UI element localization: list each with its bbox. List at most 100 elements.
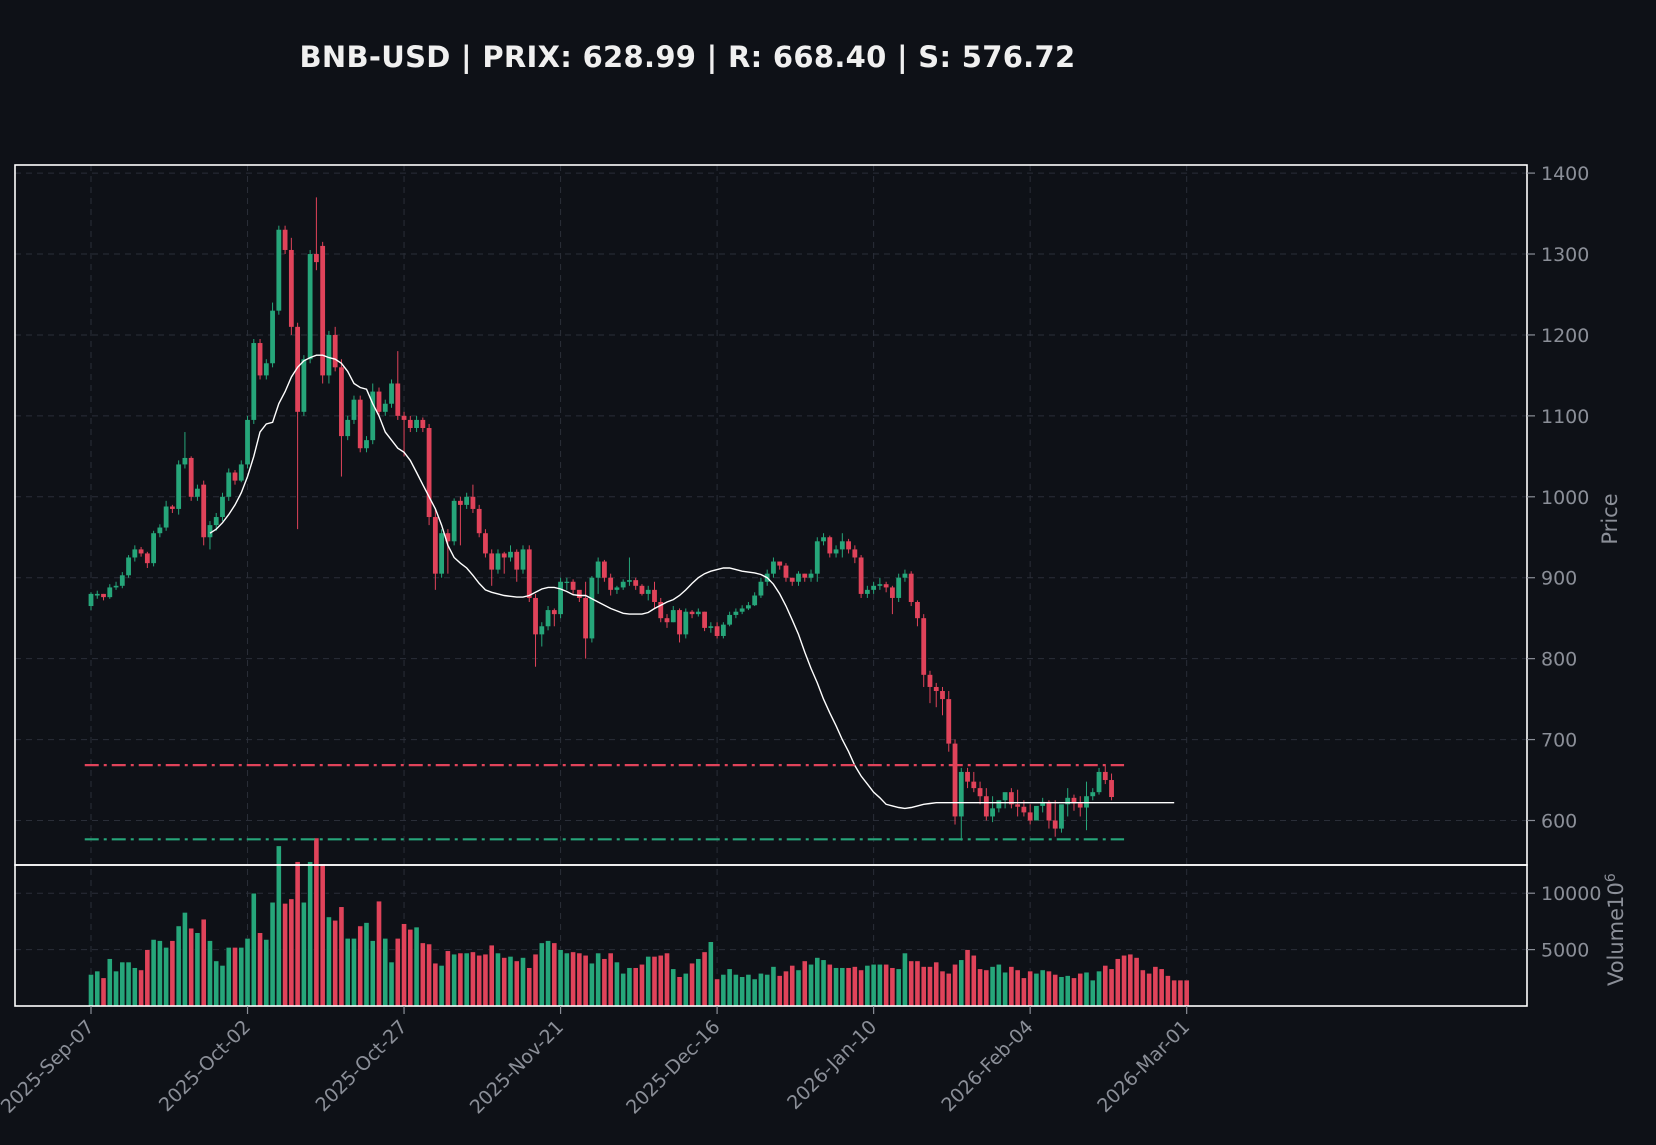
volume-bar bbox=[244, 938, 251, 1007]
candle-body bbox=[144, 553, 150, 564]
date-tick-label: 2025-Oct-02 bbox=[155, 1016, 255, 1116]
volume-bar bbox=[1052, 974, 1059, 1007]
volume-bar bbox=[670, 968, 677, 1007]
candle-body bbox=[526, 549, 532, 598]
volume-bar bbox=[651, 956, 658, 1007]
volume-bar bbox=[376, 900, 382, 1007]
candle-body bbox=[426, 428, 432, 518]
candle-body bbox=[727, 614, 733, 625]
candle-body bbox=[495, 553, 501, 570]
candle-body bbox=[996, 800, 1002, 809]
candle-body bbox=[1034, 805, 1039, 821]
volume-bar bbox=[1171, 979, 1178, 1007]
volume-bar bbox=[225, 947, 232, 1007]
candle-body bbox=[182, 457, 188, 465]
candle-body bbox=[414, 419, 419, 429]
volume-bar bbox=[789, 965, 796, 1007]
volume-bar bbox=[770, 966, 777, 1007]
candle-body bbox=[1109, 780, 1114, 798]
candle-body bbox=[858, 557, 864, 594]
candle-body bbox=[952, 743, 958, 817]
price-axis: 600 700 800 900 1000 1100 1200 1300 1400 bbox=[1527, 163, 1589, 832]
date-tick-label: 2025-Oct-27 bbox=[311, 1016, 411, 1116]
volume-bar bbox=[401, 923, 407, 1007]
volume-bar bbox=[1146, 972, 1153, 1007]
volume-bar bbox=[463, 952, 470, 1007]
volume-bar bbox=[476, 954, 483, 1007]
candle-body bbox=[658, 601, 664, 619]
volume-bar bbox=[714, 978, 720, 1007]
candle-body bbox=[245, 419, 250, 465]
candle-body bbox=[965, 771, 970, 782]
volume-bar bbox=[250, 892, 257, 1007]
volume-bar bbox=[313, 837, 320, 1007]
volume-bar bbox=[495, 952, 501, 1007]
price-tick-label: 1000 bbox=[1541, 487, 1589, 509]
volume-bar bbox=[851, 966, 858, 1007]
volume-bar bbox=[902, 952, 908, 1007]
chart-title: BNB-USD | PRIX: 628.99 | R: 668.40 | S: … bbox=[299, 40, 1076, 74]
candle-body bbox=[1065, 797, 1071, 805]
candle-body bbox=[783, 565, 789, 578]
candle-body bbox=[652, 589, 657, 602]
candle-body bbox=[677, 610, 682, 635]
volume-bar bbox=[614, 961, 620, 1007]
candle-body bbox=[808, 573, 814, 578]
volume-bar bbox=[438, 965, 445, 1007]
volume-bar bbox=[194, 932, 201, 1007]
price-tick-label: 1100 bbox=[1541, 406, 1589, 428]
volume-bar bbox=[213, 960, 220, 1007]
volume-bar bbox=[382, 938, 389, 1007]
candle-body bbox=[896, 577, 902, 598]
volume-bar bbox=[632, 967, 639, 1007]
candle-body bbox=[332, 334, 338, 368]
volume-bar bbox=[125, 961, 132, 1007]
volume-bar bbox=[113, 970, 119, 1007]
candle-body bbox=[307, 254, 313, 360]
volume-bar bbox=[163, 947, 170, 1007]
volume-bar bbox=[100, 977, 107, 1007]
price-tick-label: 900 bbox=[1541, 568, 1577, 590]
candle-body bbox=[1027, 812, 1033, 821]
volume-bar bbox=[344, 938, 351, 1007]
volume-bar bbox=[933, 961, 940, 1007]
candle-body bbox=[151, 533, 157, 564]
candle-body bbox=[771, 561, 776, 574]
candle-body bbox=[188, 457, 194, 497]
price-tick-label: 800 bbox=[1541, 649, 1577, 671]
volume-bar bbox=[964, 949, 971, 1007]
volume-bar bbox=[870, 963, 877, 1007]
candle-body bbox=[501, 553, 507, 558]
volume-bar bbox=[1183, 979, 1190, 1007]
candle-body bbox=[407, 419, 413, 429]
candle-body bbox=[564, 581, 570, 583]
candle-body bbox=[902, 573, 908, 578]
candle-body bbox=[483, 533, 488, 554]
candle-body bbox=[576, 589, 582, 598]
candle-body bbox=[1002, 792, 1008, 801]
candle-body bbox=[864, 589, 870, 594]
volume-bar bbox=[689, 962, 695, 1007]
volume-bar bbox=[927, 966, 933, 1007]
candle-body bbox=[1008, 792, 1014, 805]
volume-bar bbox=[106, 958, 113, 1007]
candle-body bbox=[921, 618, 927, 675]
volume-bar bbox=[338, 906, 345, 1007]
candle-body bbox=[339, 367, 344, 437]
price-grid bbox=[15, 165, 1527, 1006]
candle-body bbox=[176, 464, 182, 509]
volume-bar bbox=[570, 951, 576, 1007]
volume-bar bbox=[419, 942, 426, 1007]
volume-bar bbox=[720, 974, 727, 1007]
volume-bar bbox=[388, 961, 395, 1007]
candle-body bbox=[282, 229, 288, 250]
volume-bar bbox=[144, 949, 151, 1007]
volume-bar bbox=[119, 961, 126, 1007]
date-tick-label: 2025-Nov-21 bbox=[466, 1016, 568, 1118]
volume-bar bbox=[1121, 954, 1127, 1007]
volume-bar bbox=[607, 952, 614, 1007]
candle-body bbox=[1077, 803, 1083, 808]
candle-body bbox=[470, 496, 476, 509]
